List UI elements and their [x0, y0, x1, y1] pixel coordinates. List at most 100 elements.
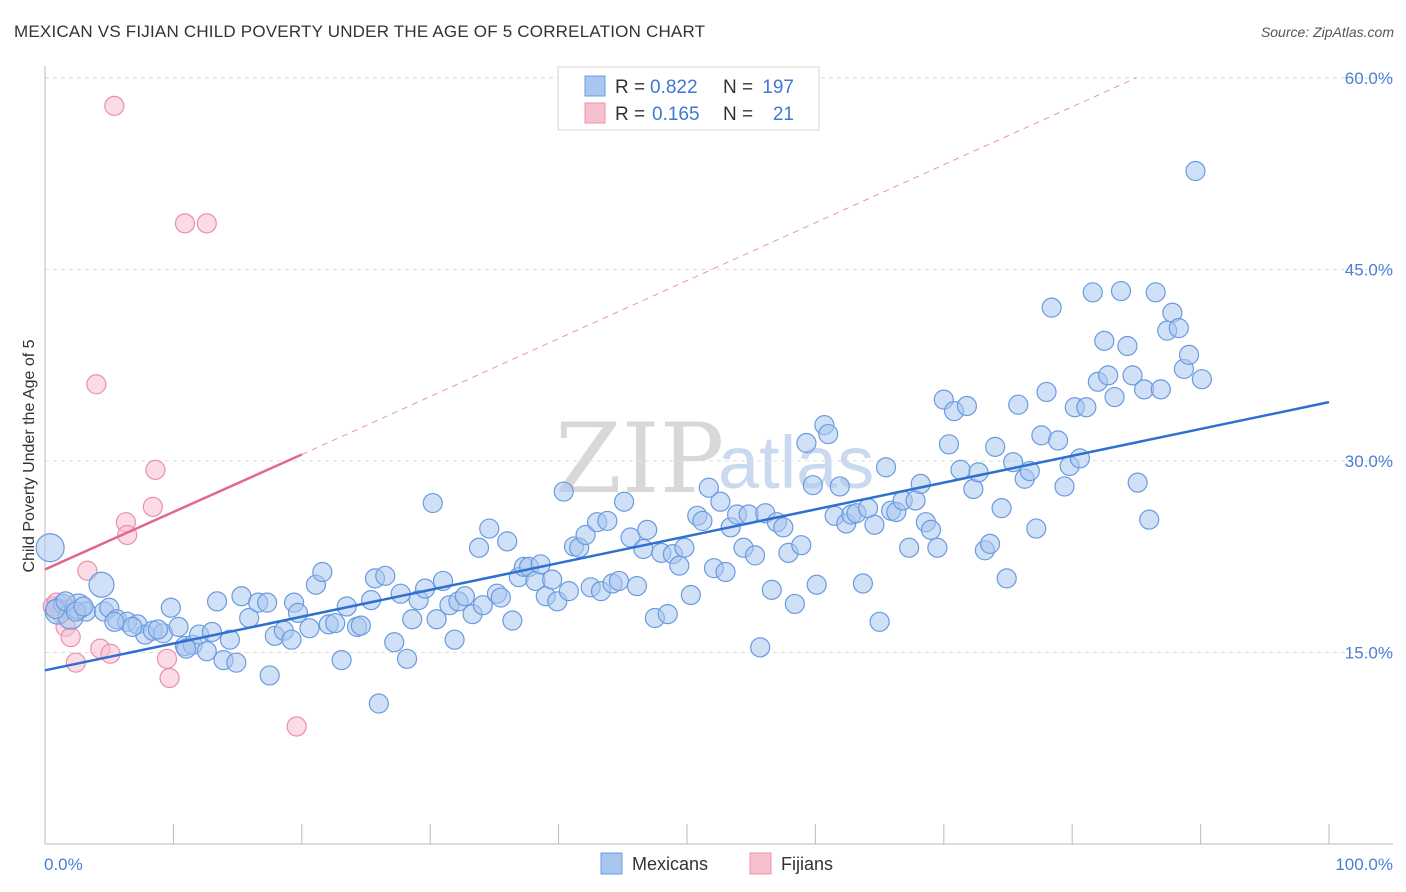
mexicans-point [869, 611, 890, 632]
mexicans-point [553, 481, 574, 502]
legend-swatch-mexicans [584, 75, 606, 97]
stats-legend: R = 0.822 N = 197 R = 0.165 N = 21 [557, 66, 820, 131]
mexicans-point [802, 475, 823, 496]
watermark-zip: ZIP [555, 403, 724, 515]
mexicans-point [680, 584, 701, 606]
mexicans-point [1026, 518, 1047, 539]
mexicans-point [281, 629, 302, 650]
mexicans-point [715, 561, 736, 583]
fijians-point [286, 716, 307, 737]
mexicans-point [1191, 369, 1212, 390]
fijians-trend-extension [301, 77, 1137, 455]
watermark-atlas: atlas [718, 421, 874, 504]
mexicans-point [558, 581, 579, 602]
mexicans-point [1076, 397, 1097, 418]
mexicans-point [784, 593, 805, 615]
mexicans-point [597, 510, 618, 532]
fijians-point [156, 648, 178, 669]
mexicans-point [1127, 472, 1148, 493]
mexicans-point [1031, 425, 1052, 446]
bottom-legend-label-fijians: Fijians [781, 854, 833, 874]
mexicans-point [325, 612, 346, 634]
mexicans-point [375, 565, 396, 586]
chart-title: MEXICAN VS FIJIAN CHILD POVERTY UNDER TH… [14, 22, 706, 41]
mexicans-trend-line [44, 400, 1330, 672]
fijians-point [174, 213, 196, 234]
mexicans-point [160, 597, 181, 618]
mexicans-point [761, 579, 782, 600]
y-tick-label: 15.0% [1345, 643, 1393, 662]
mexicans-point [744, 545, 766, 566]
mexicans-point [312, 561, 333, 583]
mexicans-point [750, 637, 771, 658]
mexicans-point [796, 432, 817, 454]
mexicans-point [979, 533, 1001, 555]
mexicans-point [454, 586, 475, 607]
mexicans-point [368, 693, 389, 714]
mexicans-point [490, 587, 511, 608]
fijians-point [145, 459, 166, 480]
mexicans-point [196, 641, 217, 662]
y-axis-tick-labels: 15.0% 30.0% 45.0% 60.0% [1345, 69, 1393, 663]
mexicans-point [426, 609, 447, 630]
mexicans-point [176, 638, 197, 659]
mexicans-point [991, 498, 1012, 519]
bottom-legend-swatch-fijians [749, 852, 772, 875]
mexicans-point [331, 650, 352, 671]
mexicans-point [633, 538, 654, 560]
mexicans-point [402, 609, 423, 630]
mexicans-point [206, 591, 228, 612]
fijians-point [77, 560, 98, 581]
mexicans-point [226, 652, 247, 673]
fijians-point [142, 496, 163, 517]
mexicans-point [1094, 330, 1115, 351]
mexicans-point [956, 395, 978, 417]
mexicans-point [1082, 282, 1103, 303]
mexicans-point [985, 436, 1006, 457]
y-axis-title: Child Poverty Under the Age of 5 [21, 339, 38, 572]
legend-n-label-mexicans: N = [723, 77, 753, 98]
mexicans-point [608, 570, 630, 592]
mexicans-point [444, 629, 465, 650]
bottom-legend-swatch-mexicans [600, 852, 623, 875]
mexicans-point [472, 595, 493, 616]
x-axis-ticks [44, 824, 1330, 844]
mexicans-point [384, 632, 405, 653]
fijians-point [159, 667, 180, 689]
mexicans-point [1178, 344, 1200, 366]
mexicans-point [637, 519, 658, 540]
mexicans-point [875, 457, 897, 478]
mexicans-point [350, 615, 371, 636]
legend-n-value-fijians: 21 [773, 104, 794, 125]
mexicans-point [35, 533, 65, 563]
fijians-trend-line [44, 453, 303, 571]
mexicans-point [502, 610, 523, 631]
mexicans-point [168, 616, 189, 638]
fijians-point [196, 213, 217, 234]
mexicans-point [657, 604, 678, 625]
mexicans-point [710, 491, 731, 512]
x-tick-label-max: 100.0% [1335, 855, 1393, 874]
legend-swatch-fijians [584, 102, 606, 124]
mexicans-point [122, 616, 143, 638]
mexicans-point [1145, 282, 1166, 303]
mexicans-point [497, 531, 518, 552]
series-legend: Mexicans Fijians [600, 852, 833, 875]
mexicans-point [542, 569, 563, 590]
mexicans-point [396, 648, 418, 669]
mexicans-point [791, 535, 812, 556]
mexicans-point [1041, 297, 1062, 318]
mexicans-point [1036, 381, 1057, 403]
mexicans-point [259, 665, 280, 686]
mexicans-point [938, 434, 960, 455]
mexicans-point [1008, 394, 1029, 415]
mexicans-point [1150, 379, 1171, 400]
mexicans-point [1110, 280, 1132, 302]
mexicans-point [818, 423, 839, 445]
legend-r-label-mexicans: R = [615, 77, 645, 98]
mexicans-point [829, 476, 850, 497]
y-tick-label: 30.0% [1345, 452, 1393, 471]
mexicans-point [968, 462, 989, 483]
mexicans-point [1185, 160, 1206, 182]
mexicans-point [1054, 476, 1075, 497]
